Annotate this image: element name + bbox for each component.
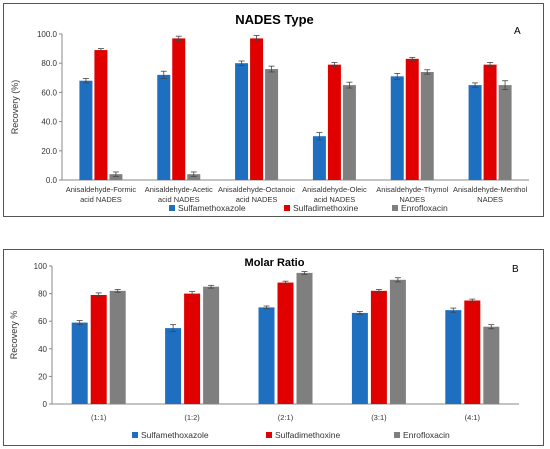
x-category-label: (2:1) <box>278 413 294 422</box>
y-axis-label: Recovery % <box>9 311 19 360</box>
legend-label: Sulfadimethoxine <box>293 203 358 213</box>
bar-enrofloxacin <box>187 174 201 180</box>
chart-svg-nades-type: NADES Type A Recovery (%) 0.0 20.0 40.0 60.0 80… <box>10 12 529 213</box>
chart-svg-molar-ratio: Molar Ratio B Recovery % 0 20 40 60 80 100 (1:1) (… <box>9 257 519 440</box>
bar-sulfamethoxazole <box>468 85 482 180</box>
legend-swatch <box>132 432 138 438</box>
y-tick-label: 80.0 <box>41 59 57 68</box>
legend-label: Enrofloxacin <box>401 203 448 213</box>
y-tick-label: 40 <box>38 345 47 354</box>
legend-label: Sulfamethoxazole <box>178 203 246 213</box>
x-category-label: (4:1) <box>465 413 481 422</box>
bar-sulfamethoxazole <box>79 80 93 180</box>
x-category-label: (1:1) <box>91 413 107 422</box>
y-tick-label: 80 <box>38 290 47 299</box>
x-category-label: Anisaldehyde-Acetic <box>145 185 213 194</box>
x-category-label: NADES <box>477 195 503 204</box>
x-category-label: NADES <box>399 195 425 204</box>
bar-sulfamethoxazole <box>445 310 462 404</box>
bar-sulfamethoxazole <box>235 63 249 181</box>
bar-sulfadimethoxine <box>184 293 201 404</box>
x-category-label: Anisaldehyde-Menthol <box>453 185 528 194</box>
legend-swatch <box>392 205 398 211</box>
bar-sulfadimethoxine <box>464 300 481 404</box>
bar-sulfadimethoxine <box>277 282 294 404</box>
bar-sulfadimethoxine <box>370 290 387 404</box>
x-category-label: (3:1) <box>371 413 387 422</box>
x-category-label: (1:2) <box>184 413 200 422</box>
bar-sulfadimethoxine <box>90 294 107 404</box>
x-category-label: Anisaldehyde-Formic <box>66 185 137 194</box>
bar-sulfadimethoxine <box>327 64 341 180</box>
bar-sulfadimethoxine <box>405 58 419 180</box>
x-category-label: Anisaldehyde-Octanoic <box>218 185 295 194</box>
y-axis-label: Recovery (%) <box>10 80 20 135</box>
panel-label: A <box>514 26 521 37</box>
legend-label: Sulfamethoxazole <box>141 430 209 440</box>
x-category-label: Anisaldehyde-Oleic <box>302 185 367 194</box>
legend-swatch <box>169 205 175 211</box>
bar-sulfamethoxazole <box>312 136 326 180</box>
chart-panel-nades-type: NADES Type A Recovery (%) 0.0 20.0 40.0 60.0 80… <box>3 3 544 217</box>
x-category-label: Anisaldehyde-Thymol <box>376 185 448 194</box>
bar-sulfamethoxazole <box>157 74 171 180</box>
bar-sulfadimethoxine <box>94 50 108 181</box>
bar-enrofloxacin <box>109 290 126 404</box>
bar-enrofloxacin <box>203 286 220 404</box>
legend-swatch <box>266 432 272 438</box>
bar-sulfamethoxazole <box>351 312 368 404</box>
bar-sulfamethoxazole <box>71 322 88 404</box>
y-tick-label: 20.0 <box>41 147 57 156</box>
y-tick-label: 40.0 <box>41 118 57 127</box>
bar-enrofloxacin <box>342 85 356 180</box>
bar-enrofloxacin <box>389 279 406 404</box>
bar-enrofloxacin <box>420 71 434 180</box>
bar-enrofloxacin <box>109 174 123 180</box>
bar-enrofloxacin <box>265 69 279 180</box>
bar-sulfamethoxazole <box>390 76 404 180</box>
bar-sulfadimethoxine <box>172 38 186 180</box>
chart-panel-molar-ratio: Molar Ratio B Recovery % 0 20 40 60 80 100 (1:1) (… <box>3 249 544 446</box>
legend-swatch <box>394 432 400 438</box>
y-tick-label: 100.0 <box>37 30 58 39</box>
x-category-label: acid NADES <box>80 195 122 204</box>
legend-swatch <box>284 205 290 211</box>
y-tick-label: 60 <box>38 317 47 326</box>
bar-enrofloxacin <box>483 326 500 404</box>
bar-sulfadimethoxine <box>250 38 264 180</box>
bar-sulfamethoxazole <box>165 328 182 404</box>
legend-label: Enrofloxacin <box>403 430 450 440</box>
bar-sulfadimethoxine <box>483 64 497 180</box>
y-tick-label: 100 <box>34 262 48 271</box>
x-category-label: acid NADES <box>158 195 200 204</box>
y-tick-label: 20 <box>38 372 47 381</box>
panel-label: B <box>512 264 519 275</box>
y-tick-label: 0 <box>43 400 48 409</box>
bar-enrofloxacin <box>498 85 512 180</box>
bar-sulfamethoxazole <box>258 307 275 404</box>
y-tick-label: 0.0 <box>46 176 58 185</box>
legend-label: Sulfadimethoxine <box>275 430 340 440</box>
chart-title: NADES Type <box>235 12 314 27</box>
chart-title: Molar Ratio <box>245 257 305 269</box>
x-category-label: acid NADES <box>314 195 356 204</box>
bar-enrofloxacin <box>296 272 313 404</box>
x-category-label: acid NADES <box>236 195 278 204</box>
y-tick-label: 60.0 <box>41 88 57 97</box>
